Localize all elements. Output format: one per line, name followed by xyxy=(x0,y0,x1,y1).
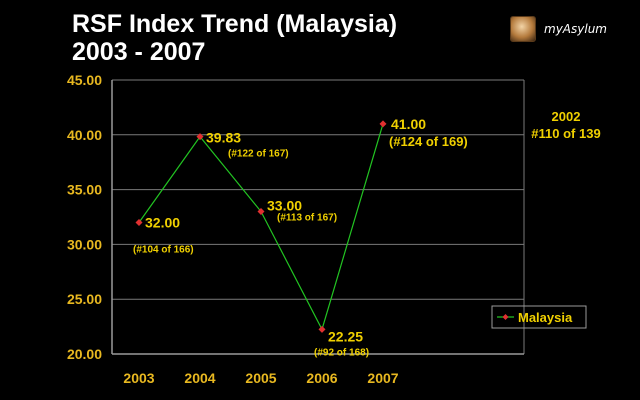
legend-box xyxy=(491,305,587,329)
y-tick-label: 20.00 xyxy=(67,346,102,362)
reference-note-year: 2002 xyxy=(551,109,581,124)
x-tick-label: 2007 xyxy=(367,370,398,386)
data-point xyxy=(257,208,265,216)
data-point xyxy=(318,325,326,333)
data-label: 33.00 xyxy=(267,198,302,214)
legend-label: Malaysia xyxy=(518,310,573,325)
x-tick-label: 2006 xyxy=(306,370,337,386)
y-tick-label: 35.00 xyxy=(67,182,102,198)
legend-marker xyxy=(502,314,509,320)
avatar-icon xyxy=(510,16,536,42)
reference-note-rank: #110 of 139 xyxy=(531,126,601,141)
x-tick-label: 2005 xyxy=(245,370,276,386)
y-tick-label: 25.00 xyxy=(67,291,102,307)
chart-title: RSF Index Trend (Malaysia) 2003 - 2007 xyxy=(72,10,397,66)
rank-label: (#113 of 167) xyxy=(277,213,337,224)
logo-text: myAsylum xyxy=(544,22,607,36)
data-label: 41.00 xyxy=(391,116,426,132)
rank-label: (#104 of 166) xyxy=(133,244,194,255)
site-logo[interactable]: myAsylum xyxy=(510,16,620,42)
data-point xyxy=(135,218,143,226)
y-tick-label: 30.00 xyxy=(67,236,102,252)
data-point xyxy=(379,120,387,128)
reference-note: 2002 #110 of 139 xyxy=(526,108,606,142)
data-label: 22.25 xyxy=(328,328,363,344)
rank-label: (#92 of 168) xyxy=(314,347,369,358)
rank-label: (#124 of 169) xyxy=(389,134,468,149)
y-tick-label: 40.00 xyxy=(67,127,102,143)
y-tick-label: 45.00 xyxy=(67,72,102,88)
chart-title-line1: RSF Index Trend (Malaysia) xyxy=(72,10,398,38)
data-label: 39.83 xyxy=(206,130,241,146)
data-label: 32.00 xyxy=(145,214,180,230)
data-point xyxy=(196,133,204,141)
x-tick-label: 2003 xyxy=(123,370,154,386)
chart-title-line2: 2003 - 2007 xyxy=(72,38,206,66)
rank-label: (#122 of 167) xyxy=(228,149,289,160)
x-tick-label: 2004 xyxy=(184,370,215,386)
